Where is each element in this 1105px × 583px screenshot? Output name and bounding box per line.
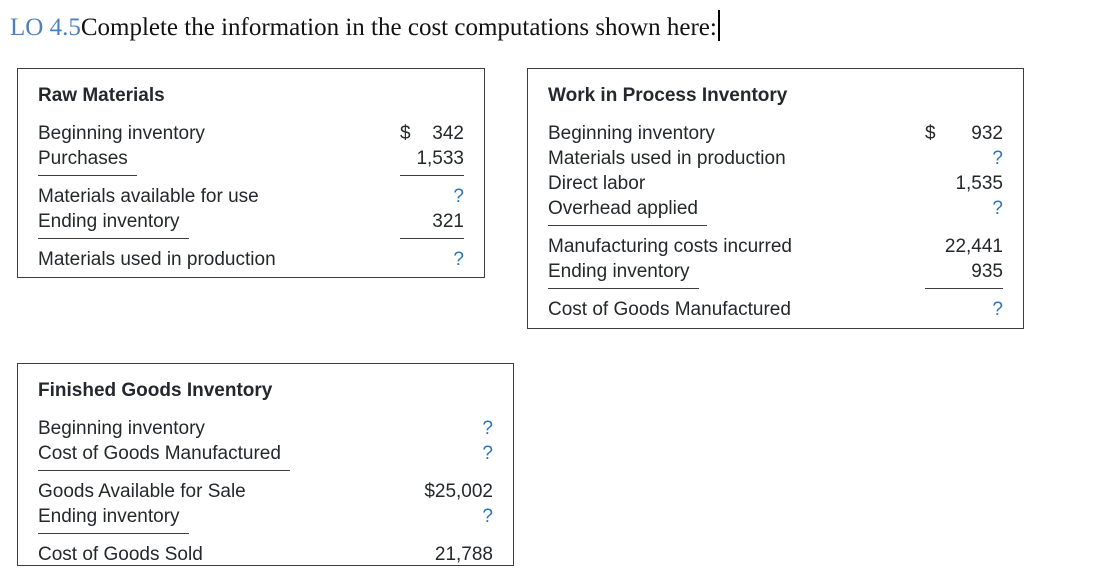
problem-heading[interactable]: LO 4.5Complete the information in the co… — [10, 8, 720, 48]
row-value: ? — [400, 184, 464, 209]
unknown-value: ? — [453, 186, 464, 207]
row-value: $932 — [925, 121, 1003, 146]
row-value: 21,788 — [411, 542, 493, 567]
row-label: Overhead applied — [548, 196, 707, 226]
row-value: 1,533 — [400, 146, 464, 176]
ledger-row: Goods Available for Sale $25,002 — [38, 479, 493, 504]
row-label: Purchases — [38, 146, 137, 176]
row-label: Materials available for use — [38, 186, 259, 207]
ledger-row: Ending inventory 935 — [548, 259, 1003, 289]
amount-value: 935 — [971, 261, 1003, 282]
ledger-row: Beginning inventory $932 — [548, 121, 1003, 146]
amount-value: 932 — [971, 123, 1003, 144]
work-in-process-panel: Work in Process Inventory Beginning inve… — [527, 68, 1024, 329]
ledger-row: Cost of Goods Sold 21,788 — [38, 542, 493, 567]
row-label: Materials used in production — [38, 249, 276, 270]
row-value: ? — [925, 297, 1003, 322]
heading-text: Complete the information in the cost com… — [80, 14, 717, 41]
row-label: Ending inventory — [38, 504, 189, 534]
ledger-row: Materials used in production? — [38, 247, 464, 272]
row-label: Beginning inventory — [38, 123, 205, 144]
unknown-value: ? — [992, 148, 1003, 169]
row-value: ? — [400, 247, 464, 272]
row-value: 321 — [400, 209, 464, 239]
ledger-row: Materials available for use? — [38, 184, 464, 209]
panel-title: Work in Process Inventory — [548, 85, 788, 106]
row-label: Cost of Goods Sold — [38, 544, 203, 565]
ledger-row: Manufacturing costs incurred 22,441 — [548, 234, 1003, 259]
row-label: Manufacturing costs incurred — [548, 236, 792, 257]
row-value: ? — [925, 196, 1003, 221]
currency-symbol: $ — [925, 123, 936, 144]
panel-title: Raw Materials — [38, 85, 165, 106]
row-label: Materials used in production — [548, 148, 786, 169]
row-value: ? — [925, 146, 1003, 171]
unknown-value: ? — [992, 299, 1003, 320]
amount-value: 1,535 — [955, 173, 1003, 194]
row-value: $342 — [400, 121, 464, 146]
ledger-rows: Beginning inventory $342 Purchases 1,533 Mat… — [38, 121, 464, 272]
panel-title: Finished Goods Inventory — [38, 380, 273, 401]
ledger-row: Beginning inventory $342 — [38, 121, 464, 146]
unknown-value: ? — [992, 198, 1003, 219]
ledger-row: Cost of Goods Manufactured? — [38, 441, 493, 471]
ledger-row: Ending inventory 321 — [38, 209, 464, 239]
row-label: Direct labor — [548, 173, 646, 194]
row-value: $25,002 — [411, 479, 493, 504]
finished-goods-panel: Finished Goods Inventory Beginning inven… — [17, 363, 514, 566]
text-cursor — [717, 10, 720, 41]
amount-value: 342 — [432, 123, 464, 144]
lo-tag: LO 4.5 — [10, 14, 81, 41]
ledger-rows: Beginning inventory $932 Materials used in… — [548, 121, 1003, 322]
row-label: Goods Available for Sale — [38, 481, 246, 502]
unknown-value: ? — [482, 506, 493, 527]
amount-value: 21,788 — [434, 544, 493, 565]
ledger-row: Ending inventory? — [38, 504, 493, 534]
unknown-value: ? — [482, 418, 493, 439]
amount-value: 321 — [432, 211, 464, 232]
ledger-row: Materials used in production? — [548, 146, 1003, 171]
row-value: ? — [411, 504, 493, 529]
row-value: 1,535 — [925, 171, 1003, 196]
row-label: Cost of Goods Manufactured — [548, 299, 791, 320]
row-value: ? — [411, 441, 493, 466]
ledger-row: Cost of Goods Manufactured? — [548, 297, 1003, 322]
row-label: Ending inventory — [548, 259, 699, 289]
ledger-row: Beginning inventory? — [38, 416, 493, 441]
row-label: Cost of Goods Manufactured — [38, 441, 290, 471]
row-label: Beginning inventory — [548, 123, 715, 144]
raw-materials-panel: Raw Materials Beginning inventory $342 Pur… — [17, 68, 485, 278]
amount-value: 22,441 — [944, 236, 1003, 257]
ledger-row: Purchases 1,533 — [38, 146, 464, 176]
row-label: Ending inventory — [38, 209, 189, 239]
unknown-value: ? — [453, 249, 464, 270]
unknown-value: ? — [482, 443, 493, 464]
row-value: 935 — [925, 259, 1003, 289]
ledger-row: Direct labor 1,535 — [548, 171, 1003, 196]
amount-value: $25,002 — [424, 481, 493, 502]
currency-symbol: $ — [400, 123, 411, 144]
amount-value: 1,533 — [416, 148, 464, 169]
ledger-row: Overhead applied? — [548, 196, 1003, 226]
row-value: ? — [411, 416, 493, 441]
row-value: 22,441 — [925, 234, 1003, 259]
row-label: Beginning inventory — [38, 418, 205, 439]
ledger-rows: Beginning inventory? Cost of Goods Manufa… — [38, 416, 493, 567]
